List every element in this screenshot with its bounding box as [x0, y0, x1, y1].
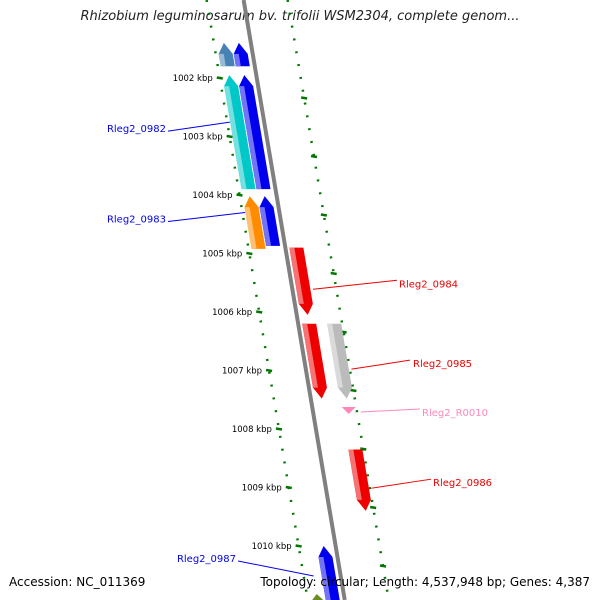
gene-highlight [289, 247, 304, 304]
gene-label: Rleg2_0982 [107, 124, 166, 135]
topology-label: Topology: circular; Length: 4,537,948 bp… [260, 575, 590, 589]
genome-backbone [241, 0, 347, 600]
gene-label: Rleg2_0985 [413, 359, 472, 370]
tick-label: 1004 kbp [192, 191, 232, 201]
gene-label: Rleg2_0986 [433, 478, 492, 489]
gene-highlight [327, 323, 343, 388]
gene-arrow [302, 323, 327, 399]
major-tick-right [300, 96, 308, 100]
major-tick [275, 427, 283, 431]
gene-rleg2_0984 [289, 247, 313, 315]
tick-label: 1010 kbp [252, 542, 292, 552]
gene-highlight [348, 449, 362, 500]
gene-rleg2_0983 [244, 196, 266, 249]
gene-body [341, 406, 356, 414]
label-leader [360, 408, 421, 413]
major-tick [255, 310, 263, 314]
gene-highlight [233, 53, 241, 67]
major-tick-right [379, 564, 387, 568]
gene-arrow [312, 593, 324, 600]
gene-rleg2_r0010 [341, 406, 356, 414]
major-tick-right [320, 213, 328, 217]
gene-arrow [259, 196, 281, 246]
gene-arrow [239, 75, 271, 190]
tick-label: 1007 kbp [222, 367, 262, 377]
gene-highlight [259, 207, 272, 246]
gene-label: Rleg2_0987 [177, 554, 236, 565]
right-tick-ring [286, 0, 390, 600]
major-tick [246, 251, 253, 256]
gene-label: Rleg2_0983 [107, 214, 166, 225]
left-tick-ring [205, 0, 309, 600]
major-tick [295, 544, 302, 548]
label-leader [371, 478, 432, 489]
major-tick [265, 368, 273, 373]
major-tick-right [310, 154, 318, 159]
major-tick [285, 485, 292, 490]
page-title: Rhizobium leguminosarum bv. trifolii WSM… [80, 9, 520, 24]
major-tick [226, 134, 233, 139]
accession-label: Accession: NC_011369 [9, 575, 146, 589]
tick-label: 1009 kbp [242, 484, 282, 494]
tick-label: 1006 kbp [212, 308, 252, 318]
gene-rleg2_0986 [348, 449, 371, 511]
gene-label: Rleg2_0984 [399, 279, 458, 290]
gene-rleg2_0982 [224, 75, 256, 190]
label-leader [167, 211, 246, 222]
tick-label: 1003 kbp [183, 133, 223, 143]
major-tick-right [369, 505, 377, 510]
gene-arrow [218, 42, 235, 67]
gene-highlight [318, 557, 331, 600]
gene-arrow [233, 42, 250, 67]
major-tick-right [360, 447, 367, 451]
label-leader [237, 560, 314, 577]
major-tick-right [330, 271, 337, 276]
major-tick [236, 193, 243, 197]
gene-highlight [302, 323, 318, 388]
gene-rleg2_0985 [327, 323, 352, 399]
gene-label: Rleg2_R0010 [422, 408, 488, 419]
tick-label: 1002 kbp [173, 74, 213, 84]
tick-label: 1005 kbp [202, 250, 242, 260]
major-tick [216, 76, 223, 80]
gene-highlight [224, 86, 247, 190]
tick-label: 1008 kbp [232, 425, 272, 435]
label-leader [312, 279, 398, 290]
label-leader [351, 359, 411, 370]
gene-rleg2_0987 [318, 546, 340, 600]
gene-highlight [244, 207, 257, 249]
major-tick-right [350, 388, 357, 393]
gene-highlight [239, 86, 262, 190]
label-leader [167, 121, 230, 132]
gene-highlight [218, 53, 226, 67]
gene-body [312, 593, 324, 600]
